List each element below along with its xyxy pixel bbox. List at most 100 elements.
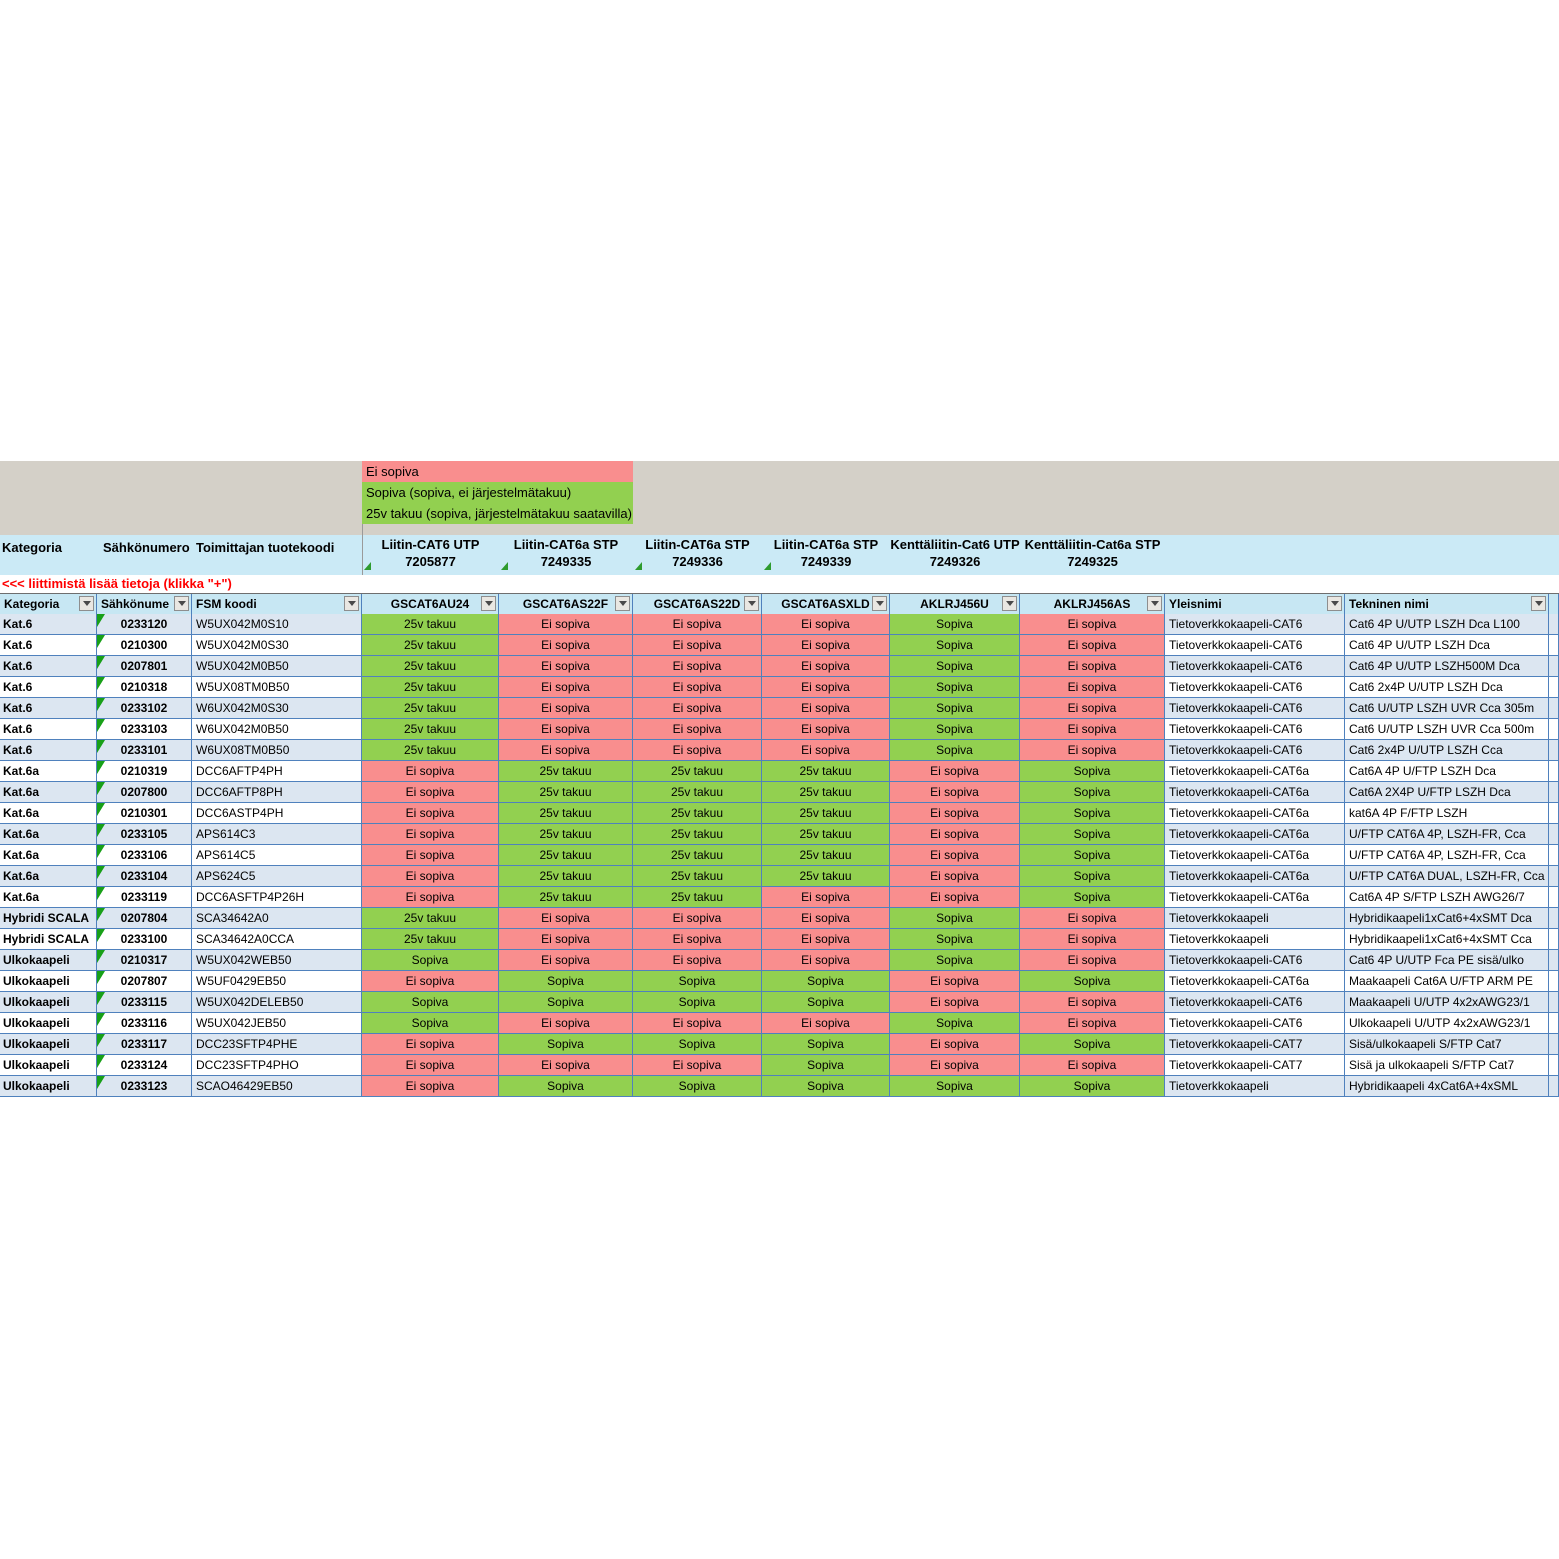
filter-header-cell-yleisnimi[interactable]: Yleisnimi [1165,594,1345,615]
electrical-number-cell[interactable]: 0233100 [97,929,192,950]
status-cell-aklrj456as[interactable]: Sopiva [1020,1034,1165,1055]
filter-dropdown-button[interactable] [1531,596,1546,611]
status-cell-gscat6au24[interactable]: Sopiva [362,950,499,971]
connector-column-header[interactable]: Liitin-CAT6 UTP 7205877 [362,536,499,574]
status-cell-gscat6au24[interactable]: 25v takuu [362,635,499,656]
status-cell-gscat6au24[interactable]: Ei sopiva [362,866,499,887]
technical-name-cell[interactable]: Cat6 4P U/UTP LSZH Dca L100 [1345,614,1549,635]
status-cell-aklrj456as[interactable]: Sopiva [1020,845,1165,866]
status-cell-gscat6asxld[interactable]: Ei sopiva [762,950,890,971]
common-name-cell[interactable]: Tietoverkkokaapeli-CAT6a [1165,782,1345,803]
status-cell-gscat6as22f[interactable]: 25v takuu [499,845,633,866]
status-cell-aklrj456as[interactable]: Ei sopiva [1020,719,1165,740]
status-cell-gscat6au24[interactable]: 25v takuu [362,908,499,929]
fsm-code-cell[interactable]: DCC23SFTP4PHO [192,1055,362,1076]
status-cell-gscat6as22f[interactable]: Ei sopiva [499,1013,633,1034]
filter-header-cell-s-hk-nume[interactable]: Sähkönume [97,594,192,615]
status-cell-gscat6asxld[interactable]: Ei sopiva [762,656,890,677]
status-cell-gscat6au24[interactable]: Ei sopiva [362,1034,499,1055]
category-cell[interactable]: Kat.6a [0,845,97,866]
fsm-code-cell[interactable]: W6UX042M0B50 [192,719,362,740]
connector-column-header[interactable]: Liitin-CAT6a STP 7249335 [499,536,633,574]
status-cell-aklrj456as[interactable]: Ei sopiva [1020,656,1165,677]
fsm-code-cell[interactable]: DCC6AFTP4PH [192,761,362,782]
status-cell-gscat6au24[interactable]: 25v takuu [362,656,499,677]
status-cell-aklrj456u[interactable]: Sopiva [890,950,1020,971]
electrical-number-cell[interactable]: 0233115 [97,992,192,1013]
filter-dropdown-button[interactable] [344,596,359,611]
fsm-code-cell[interactable]: SCAO46429EB50 [192,1076,362,1097]
category-cell[interactable]: Kat.6a [0,803,97,824]
category-cell[interactable]: Ulkokaapeli [0,992,97,1013]
filter-header-cell-kategoria[interactable]: Kategoria [0,594,97,615]
electrical-number-cell[interactable]: 0210318 [97,677,192,698]
electrical-number-cell[interactable]: 0233104 [97,866,192,887]
electrical-number-cell[interactable]: 0233120 [97,614,192,635]
status-cell-gscat6as22d[interactable]: 25v takuu [633,866,762,887]
status-cell-gscat6au24[interactable]: Ei sopiva [362,803,499,824]
fsm-code-cell[interactable]: W5UX042M0S10 [192,614,362,635]
fsm-code-cell[interactable]: W5UX042WEB50 [192,950,362,971]
status-cell-gscat6asxld[interactable]: 25v takuu [762,824,890,845]
status-cell-aklrj456as[interactable]: Sopiva [1020,866,1165,887]
status-cell-gscat6as22d[interactable]: Ei sopiva [633,929,762,950]
status-cell-aklrj456u[interactable]: Sopiva [890,1013,1020,1034]
status-cell-aklrj456as[interactable]: Sopiva [1020,803,1165,824]
common-name-cell[interactable]: Tietoverkkokaapeli-CAT6 [1165,698,1345,719]
status-cell-aklrj456u[interactable]: Sopiva [890,929,1020,950]
status-cell-gscat6au24[interactable]: Ei sopiva [362,971,499,992]
filter-dropdown-button[interactable] [1147,596,1162,611]
status-cell-gscat6au24[interactable]: 25v takuu [362,929,499,950]
status-cell-gscat6as22f[interactable]: Ei sopiva [499,908,633,929]
status-cell-gscat6as22d[interactable]: Ei sopiva [633,1013,762,1034]
common-name-cell[interactable]: Tietoverkkokaapeli-CAT6a [1165,887,1345,908]
status-cell-gscat6au24[interactable]: Ei sopiva [362,782,499,803]
category-cell[interactable]: Hybridi SCALA [0,929,97,950]
fsm-code-cell[interactable]: W5UX08TM0B50 [192,677,362,698]
status-cell-aklrj456u[interactable]: Sopiva [890,656,1020,677]
technical-name-cell[interactable]: Sisä/ulkokaapeli S/FTP Cat7 [1345,1034,1549,1055]
status-cell-aklrj456as[interactable]: Ei sopiva [1020,1013,1165,1034]
status-cell-aklrj456u[interactable]: Sopiva [890,677,1020,698]
status-cell-gscat6au24[interactable]: 25v takuu [362,677,499,698]
status-cell-gscat6as22f[interactable]: 25v takuu [499,782,633,803]
filter-header-cell-gscat6asxld[interactable]: GSCAT6ASXLD [762,594,890,615]
status-cell-gscat6asxld[interactable]: Ei sopiva [762,929,890,950]
technical-name-cell[interactable]: Cat6A 2X4P U/FTP LSZH Dca [1345,782,1549,803]
category-cell[interactable]: Ulkokaapeli [0,1013,97,1034]
status-cell-aklrj456u[interactable]: Sopiva [890,1076,1020,1097]
technical-name-cell[interactable]: Cat6 4P U/UTP LSZH500M Dca [1345,656,1549,677]
status-cell-gscat6as22f[interactable]: Ei sopiva [499,635,633,656]
status-cell-gscat6as22d[interactable]: Sopiva [633,1034,762,1055]
status-cell-gscat6as22d[interactable]: Ei sopiva [633,677,762,698]
status-cell-gscat6as22d[interactable]: Ei sopiva [633,1055,762,1076]
status-cell-gscat6au24[interactable]: Ei sopiva [362,1055,499,1076]
status-cell-gscat6as22f[interactable]: Ei sopiva [499,950,633,971]
status-cell-gscat6asxld[interactable]: Ei sopiva [762,719,890,740]
category-cell[interactable]: Ulkokaapeli [0,1034,97,1055]
filter-dropdown-button[interactable] [615,596,630,611]
fsm-code-cell[interactable]: W5UX042JEB50 [192,1013,362,1034]
status-cell-gscat6asxld[interactable]: Ei sopiva [762,740,890,761]
technical-name-cell[interactable]: Cat6 4P U/UTP Fca PE sisä/ulko [1345,950,1549,971]
status-cell-gscat6as22f[interactable]: 25v takuu [499,803,633,824]
status-cell-aklrj456as[interactable]: Ei sopiva [1020,677,1165,698]
common-name-cell[interactable]: Tietoverkkokaapeli-CAT6a [1165,866,1345,887]
filter-dropdown-button[interactable] [174,596,189,611]
electrical-number-cell[interactable]: 0233106 [97,845,192,866]
electrical-number-cell[interactable]: 0210317 [97,950,192,971]
technical-name-cell[interactable]: Cat6 U/UTP LSZH UVR Cca 305m [1345,698,1549,719]
filter-header-cell-tekninen-nimi[interactable]: Tekninen nimi [1345,594,1549,615]
technical-name-cell[interactable]: Hybridikaapeli1xCat6+4xSMT Cca [1345,929,1549,950]
status-cell-gscat6au24[interactable]: Ei sopiva [362,761,499,782]
status-cell-aklrj456as[interactable]: Ei sopiva [1020,635,1165,656]
status-cell-aklrj456as[interactable]: Ei sopiva [1020,908,1165,929]
common-name-cell[interactable]: Tietoverkkokaapeli-CAT6 [1165,677,1345,698]
status-cell-gscat6asxld[interactable]: Ei sopiva [762,1013,890,1034]
status-cell-gscat6as22f[interactable]: Ei sopiva [499,719,633,740]
status-cell-aklrj456as[interactable]: Sopiva [1020,782,1165,803]
status-cell-gscat6au24[interactable]: 25v takuu [362,740,499,761]
status-cell-aklrj456as[interactable]: Sopiva [1020,971,1165,992]
fsm-code-cell[interactable]: APS614C3 [192,824,362,845]
technical-name-cell[interactable]: Ulkokaapeli U/UTP 4x2xAWG23/1 [1345,1013,1549,1034]
